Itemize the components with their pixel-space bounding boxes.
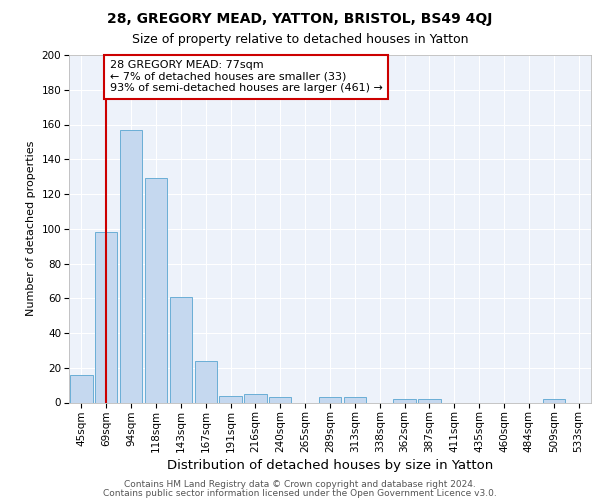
Bar: [344, 398, 366, 402]
Bar: [145, 178, 167, 402]
Text: Contains HM Land Registry data © Crown copyright and database right 2024.: Contains HM Land Registry data © Crown c…: [124, 480, 476, 489]
Bar: [120, 130, 142, 402]
Bar: [244, 394, 266, 402]
Text: 28, GREGORY MEAD, YATTON, BRISTOL, BS49 4QJ: 28, GREGORY MEAD, YATTON, BRISTOL, BS49 …: [107, 12, 493, 26]
Bar: [418, 399, 440, 402]
Bar: [394, 399, 416, 402]
Bar: [70, 374, 92, 402]
X-axis label: Distribution of detached houses by size in Yatton: Distribution of detached houses by size …: [167, 459, 493, 472]
Bar: [170, 296, 192, 403]
Bar: [319, 398, 341, 402]
Text: 28 GREGORY MEAD: 77sqm
← 7% of detached houses are smaller (33)
93% of semi-deta: 28 GREGORY MEAD: 77sqm ← 7% of detached …: [110, 60, 383, 94]
Y-axis label: Number of detached properties: Number of detached properties: [26, 141, 36, 316]
Bar: [269, 398, 292, 402]
Bar: [95, 232, 118, 402]
Bar: [194, 361, 217, 403]
Text: Size of property relative to detached houses in Yatton: Size of property relative to detached ho…: [132, 32, 468, 46]
Bar: [542, 399, 565, 402]
Bar: [220, 396, 242, 402]
Text: Contains public sector information licensed under the Open Government Licence v3: Contains public sector information licen…: [103, 488, 497, 498]
